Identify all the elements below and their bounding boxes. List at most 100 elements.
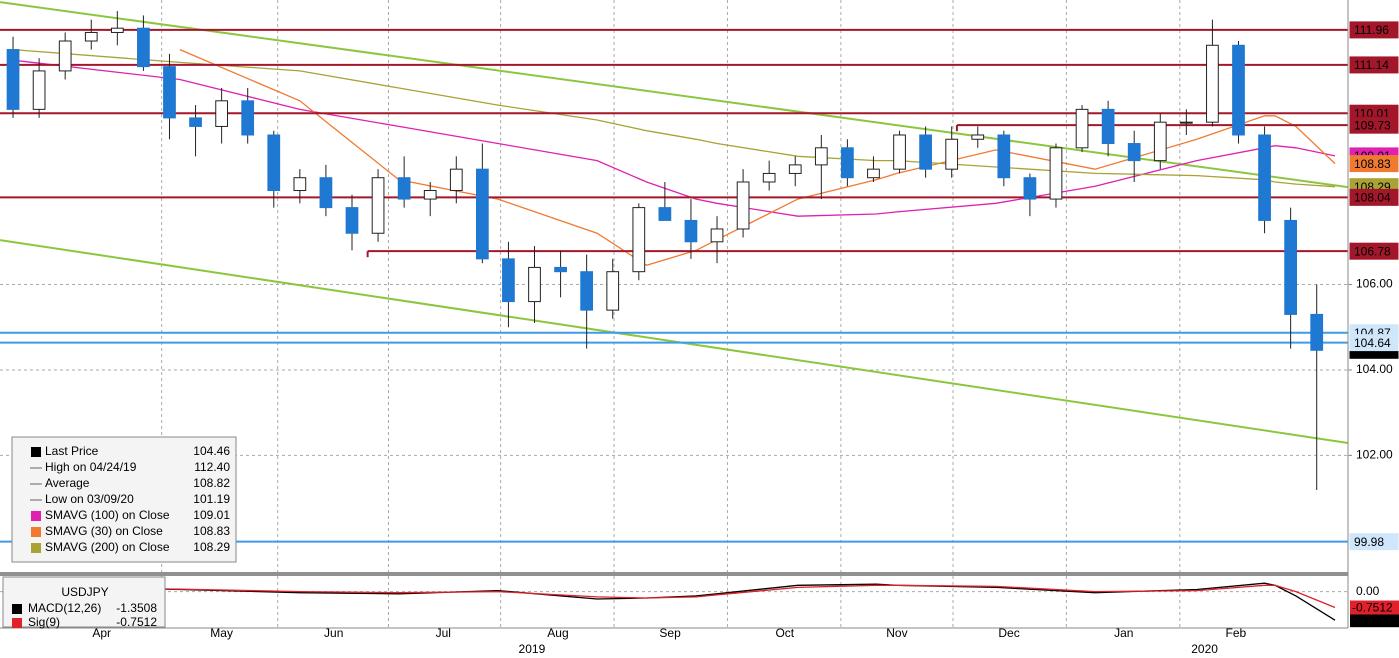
- candle-body: [867, 168, 880, 179]
- x-tick-label: Oct: [775, 626, 794, 640]
- level-label: 106.78: [1354, 244, 1391, 258]
- candle-body: [241, 100, 255, 136]
- candle-body: [606, 271, 620, 311]
- legend-value: 112.40: [194, 460, 230, 474]
- candle-body: [137, 27, 150, 68]
- level-label: 111.14: [1354, 58, 1389, 72]
- level-label: 104.64: [1354, 336, 1391, 350]
- macd-legend-swatch: [12, 604, 22, 614]
- legend-value: 101.19: [193, 492, 230, 506]
- candle-body: [841, 147, 854, 179]
- candle-body: [58, 40, 72, 72]
- panel-separator: [0, 572, 1348, 576]
- candle-body: [449, 168, 463, 192]
- legend-value: 108.83: [193, 524, 230, 538]
- level-label-box: [1349, 116, 1399, 134]
- candle-body: [1153, 121, 1167, 162]
- year-label: 2020: [1191, 642, 1218, 656]
- candle-body: [371, 177, 385, 234]
- legend-label: Average: [45, 476, 90, 490]
- candle-body: [893, 134, 906, 170]
- legend-value: 108.82: [193, 476, 230, 490]
- macd-legend-value: -0.7512: [116, 615, 157, 629]
- level-label-box: [1349, 56, 1399, 74]
- candle-body: [267, 134, 281, 192]
- candle-body: [580, 271, 594, 311]
- candle-body: [1179, 121, 1193, 124]
- candle-body: [1232, 44, 1245, 136]
- candle-body: [6, 49, 20, 110]
- legend-swatch: [31, 511, 41, 521]
- candle-body: [814, 147, 828, 166]
- level-label: 109.73: [1354, 118, 1391, 132]
- candle-body: [397, 177, 411, 200]
- candle-body: [163, 66, 176, 119]
- level-label-box: [1349, 21, 1399, 39]
- legend-label: Low on 03/09/20: [45, 492, 134, 506]
- candle-body: [997, 134, 1011, 179]
- macd-value-label: -0.7512: [1352, 601, 1393, 615]
- x-tick-label: Jul: [436, 626, 451, 640]
- legend-label: SMAVG (30) on Close: [45, 524, 163, 538]
- candle-body: [1258, 134, 1271, 221]
- candle-body: [1075, 108, 1089, 149]
- time-axis: Apr May Jun Jul Aug Sep Oct Nov Dec Jan Feb 2019 202…: [92, 626, 1246, 656]
- candle-body: [554, 266, 567, 273]
- legend-swatch: [31, 527, 41, 537]
- candle-body: [945, 138, 959, 170]
- candle-body: [1049, 147, 1063, 200]
- candle-body: [919, 134, 932, 170]
- macd-line: [12, 582, 1336, 621]
- candle-body: [632, 207, 646, 273]
- candle-body: [1310, 313, 1324, 351]
- macd-line: [12, 584, 1336, 609]
- legend-swatch: [31, 447, 41, 457]
- x-tick-label: Sep: [659, 626, 681, 640]
- candle-body: [684, 219, 698, 243]
- candle-body: [1284, 219, 1298, 315]
- level-label-box: [1349, 188, 1399, 206]
- candle-body: [658, 207, 672, 221]
- candle-body: [32, 70, 46, 110]
- candle-body: [423, 190, 437, 200]
- level-label: 111.96: [1354, 23, 1389, 37]
- y-tick-label: 106.00: [1356, 277, 1393, 291]
- level-label-box: [1349, 242, 1399, 260]
- level-label-box: [1349, 334, 1399, 352]
- candle-body: [971, 134, 985, 140]
- candle-body: [215, 100, 228, 127]
- legend: Last Price 104.46 High on 04/24/19 112.40 Av…: [11, 436, 237, 563]
- candle-body: [1206, 44, 1219, 123]
- x-tick-label: May: [210, 626, 233, 640]
- y-tick-label: 102.00: [1356, 448, 1393, 462]
- x-tick-label: Jan: [1114, 626, 1133, 640]
- x-tick-label: Apr: [92, 626, 111, 640]
- macd-legend-value: -1.3508: [116, 601, 157, 615]
- level-label: 108.04: [1354, 191, 1391, 205]
- macd-legend-box: [2, 576, 166, 628]
- candle-body: [762, 172, 776, 183]
- candle-body: [84, 31, 98, 42]
- macd-title: USDJPY: [61, 585, 108, 599]
- y-tick-label: 104.00: [1356, 362, 1393, 376]
- macd-legend: USDJPY MACD(12,26) -1.3508 Sig(9) -0.7512: [2, 576, 166, 629]
- candle-body: [110, 27, 124, 33]
- ma-label: 108.83: [1354, 157, 1391, 171]
- macd-legend-swatch: [12, 618, 22, 628]
- level-label-box: [1349, 533, 1399, 551]
- macd-value-box: [1350, 600, 1399, 615]
- x-tick-label: Nov: [886, 626, 907, 640]
- x-tick-label: Feb: [1226, 626, 1247, 640]
- right-axis: 106.00104.00102.00104.46109.01108.83108.…: [1348, 21, 1399, 627]
- ma-label-box: [1349, 155, 1399, 173]
- legend-label: High on 04/24/19: [45, 460, 137, 474]
- trendline: [0, 1, 1348, 189]
- x-tick-label: Jun: [324, 626, 343, 640]
- candle-body: [736, 181, 750, 230]
- candle-body: [475, 168, 489, 260]
- candle-body: [788, 164, 802, 174]
- candle-body: [189, 117, 202, 127]
- legend-label: Last Price: [45, 444, 99, 458]
- candle-body: [1023, 177, 1037, 200]
